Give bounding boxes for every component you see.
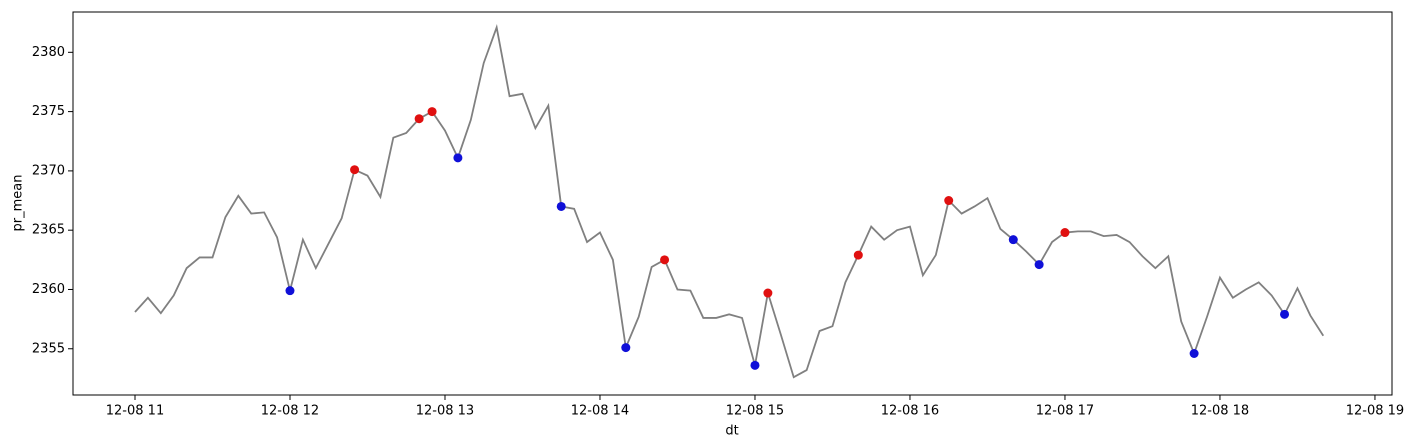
- y-axis-label: pr_mean: [11, 175, 26, 232]
- point: [1008, 235, 1018, 245]
- point: [763, 288, 773, 298]
- point: [944, 196, 954, 206]
- x-tick-label: 12-08 13: [416, 404, 474, 419]
- y-tick-label: 2375: [32, 104, 65, 119]
- point: [621, 343, 631, 353]
- y-tick-label: 2365: [32, 223, 65, 238]
- x-tick-label: 12-08 12: [261, 404, 319, 419]
- point: [350, 165, 360, 175]
- x-tick-label: 12-08 17: [1036, 404, 1094, 419]
- point: [1034, 260, 1044, 270]
- x-tick-label: 12-08 11: [106, 404, 164, 419]
- y-tick-label: 2370: [32, 163, 65, 178]
- point: [414, 114, 424, 124]
- point: [427, 107, 437, 117]
- y-tick-label: 2355: [32, 341, 65, 356]
- point: [556, 201, 566, 211]
- y-tick-label: 2360: [32, 282, 65, 297]
- point: [285, 286, 295, 296]
- point: [660, 255, 670, 265]
- x-tick-label: 12-08 18: [1191, 404, 1249, 419]
- x-tick-label: 12-08 14: [571, 404, 629, 419]
- point: [750, 360, 760, 370]
- x-tick-label: 12-08 16: [881, 404, 939, 419]
- plot-frame: [72, 11, 1393, 396]
- line: [134, 24, 1325, 379]
- y-tick-label: 2380: [32, 45, 65, 60]
- x-tick-label: 12-08 15: [726, 404, 784, 419]
- x-tick-label: 12-08 19: [1346, 404, 1404, 419]
- point: [853, 250, 863, 260]
- point: [453, 153, 463, 163]
- point: [1060, 228, 1070, 238]
- x-axis-label: dt: [725, 424, 738, 439]
- point: [1280, 309, 1290, 319]
- point: [1189, 348, 1199, 358]
